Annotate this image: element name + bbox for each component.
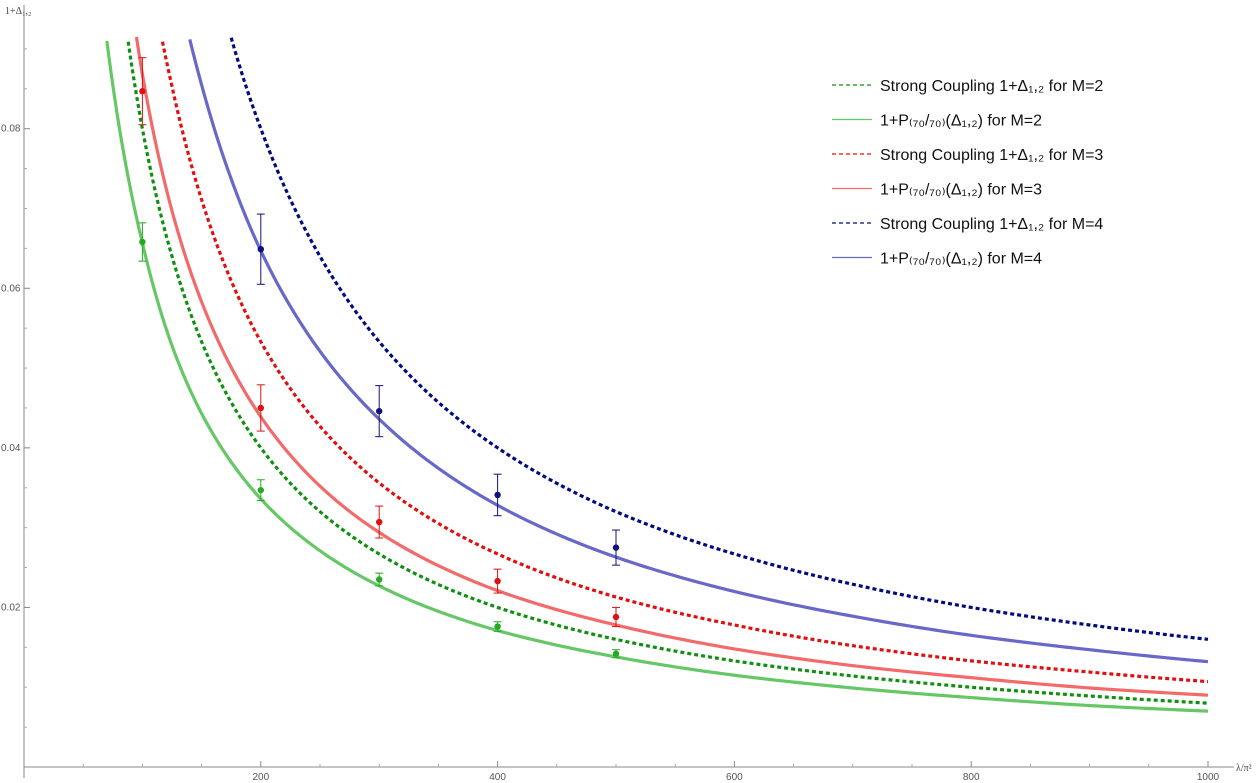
legend-label: Strong Coupling 1+Δ₁,₂ for M=4: [880, 216, 1103, 233]
legend-item-1: Strong Coupling 1+Δ₁,₂ for M=2: [832, 78, 1103, 95]
legend-item-5: Strong Coupling 1+Δ₁,₂ for M=4: [832, 216, 1103, 233]
data-point: [612, 650, 620, 657]
legend-label: Strong Coupling 1+Δ₁,₂ for M=3: [880, 147, 1103, 164]
series-4-line: [134, 36, 1209, 697]
error-bar-2-4: [493, 568, 502, 594]
y-tick-label: 0.08: [1, 124, 21, 135]
legend-label: 1+P₍₇₀/₇₀₎(Δ₁,₂) for M=4: [880, 251, 1042, 268]
legend-item-4: 1+P₍₇₀/₇₀₎(Δ₁,₂) for M=3: [832, 182, 1042, 199]
legend-label: 1+P₍₇₀/₇₀₎(Δ₁,₂) for M=2: [880, 113, 1042, 130]
error-bar-1-1: [138, 222, 147, 262]
y-tick-label: 0.06: [1, 283, 21, 294]
y-tick-label: 0.02: [1, 602, 21, 613]
x-tick-label: 600: [726, 772, 743, 783]
curves: [105, 36, 1209, 713]
y-axis-label: 1+Δ₁,₂: [5, 6, 32, 17]
data-point: [494, 491, 501, 499]
series-3-line: [160, 41, 1209, 684]
series-6-line: [188, 38, 1209, 664]
legend-label: 1+P₍₇₀/₇₀₎(Δ₁,₂) for M=3: [880, 182, 1042, 199]
error-bar-3-2: [375, 385, 384, 438]
x-tick-label: 400: [489, 772, 506, 783]
data-point: [257, 404, 264, 412]
x-tick-label: 800: [963, 772, 980, 783]
legend: Strong Coupling 1+Δ₁,₂ for M=2 1+P₍₇₀/₇₀₎…: [832, 78, 1103, 268]
axes: [23, 5, 1234, 778]
error-bar-3-4: [612, 529, 620, 566]
ticks: 200 400 600 800 1000 0.02 0.04 0.06 0.08: [1, 48, 1220, 783]
legend-item-6: 1+P₍₇₀/₇₀₎(Δ₁,₂) for M=4: [832, 251, 1042, 268]
data-point: [257, 245, 264, 253]
error-bar-2-3: [375, 505, 384, 539]
data-point: [494, 577, 501, 585]
legend-label: Strong Coupling 1+Δ₁,₂ for M=2: [880, 78, 1103, 95]
error-bar-1-5: [612, 649, 620, 659]
x-tick-label: 1000: [1197, 772, 1220, 783]
data-point: [494, 623, 501, 630]
error-bar-1-3: [375, 572, 384, 587]
series-5-line: [229, 37, 1209, 641]
data-point: [376, 576, 383, 583]
error-bar-3-1: [256, 213, 265, 285]
error-bar-1-4: [493, 621, 502, 632]
legend-item-3: Strong Coupling 1+Δ₁,₂ for M=3: [832, 147, 1103, 164]
data-point: [139, 88, 146, 95]
y-tick-label: 0.04: [1, 443, 21, 454]
x-tick-label: 200: [252, 772, 269, 783]
series-2-line: [105, 40, 1209, 713]
legend-item-2: 1+P₍₇₀/₇₀₎(Δ₁,₂) for M=2: [832, 113, 1042, 130]
data-point: [612, 613, 620, 621]
series-1-line: [126, 41, 1209, 705]
data-point: [376, 407, 383, 415]
error-bars: [138, 57, 620, 659]
data-point: [139, 238, 146, 246]
error-bar-2-1: [138, 57, 147, 126]
error-bar-1-2: [256, 479, 265, 502]
error-bar-2-5: [612, 606, 620, 628]
data-point: [257, 486, 264, 494]
data-point: [612, 544, 620, 551]
data-point: [376, 518, 383, 526]
error-bar-3-3: [493, 473, 502, 517]
x-axis-label: λ/π²: [1236, 763, 1252, 774]
error-bar-2-2: [256, 384, 265, 432]
